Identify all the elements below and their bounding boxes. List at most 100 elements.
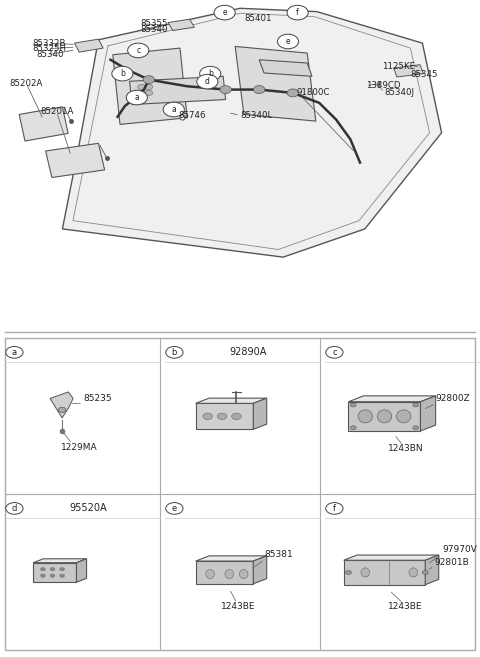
- Circle shape: [60, 568, 64, 571]
- Circle shape: [6, 503, 23, 514]
- Polygon shape: [420, 396, 435, 431]
- Circle shape: [58, 407, 66, 413]
- Circle shape: [413, 426, 419, 430]
- Polygon shape: [348, 401, 420, 431]
- Circle shape: [232, 413, 241, 420]
- Ellipse shape: [409, 568, 418, 577]
- Circle shape: [287, 5, 308, 20]
- Text: c: c: [136, 46, 140, 55]
- Text: 1243BE: 1243BE: [221, 602, 256, 611]
- Circle shape: [166, 503, 183, 514]
- Circle shape: [197, 74, 218, 89]
- Text: 97970V: 97970V: [442, 545, 477, 554]
- Circle shape: [40, 568, 45, 571]
- Circle shape: [326, 503, 343, 514]
- Text: e: e: [286, 37, 290, 46]
- Circle shape: [217, 413, 227, 420]
- Circle shape: [253, 85, 265, 93]
- Text: a: a: [12, 348, 17, 357]
- Text: 85401: 85401: [245, 14, 272, 23]
- Polygon shape: [196, 556, 267, 561]
- Circle shape: [145, 84, 153, 89]
- Ellipse shape: [225, 570, 234, 579]
- Circle shape: [326, 346, 343, 358]
- Polygon shape: [62, 9, 442, 257]
- Text: 85746: 85746: [179, 110, 206, 120]
- Polygon shape: [50, 392, 73, 418]
- Text: 1339CD: 1339CD: [366, 81, 400, 90]
- Polygon shape: [74, 39, 103, 52]
- Circle shape: [413, 403, 419, 407]
- Text: 95520A: 95520A: [69, 503, 107, 513]
- Polygon shape: [19, 107, 68, 141]
- Circle shape: [163, 102, 184, 117]
- Text: 85340: 85340: [36, 50, 63, 59]
- Text: b: b: [120, 69, 125, 78]
- Text: 1229MA: 1229MA: [61, 443, 98, 452]
- Circle shape: [200, 66, 221, 81]
- Text: d: d: [205, 77, 210, 86]
- Circle shape: [60, 574, 64, 578]
- Text: f: f: [296, 8, 299, 17]
- Ellipse shape: [361, 568, 370, 577]
- Circle shape: [128, 43, 149, 58]
- Text: 85340L: 85340L: [240, 110, 272, 120]
- Circle shape: [346, 570, 351, 574]
- Circle shape: [277, 34, 299, 49]
- Circle shape: [422, 570, 428, 574]
- Circle shape: [166, 346, 183, 358]
- Polygon shape: [235, 47, 316, 121]
- Polygon shape: [76, 559, 86, 582]
- Polygon shape: [113, 48, 187, 124]
- Text: 85332B: 85332B: [33, 39, 66, 47]
- Text: 85235: 85235: [83, 394, 112, 403]
- Circle shape: [203, 413, 213, 420]
- Text: 1243BN: 1243BN: [387, 444, 423, 453]
- Circle shape: [214, 5, 235, 20]
- Text: 92890A: 92890A: [229, 348, 266, 357]
- Circle shape: [6, 346, 23, 358]
- Ellipse shape: [240, 570, 248, 579]
- Ellipse shape: [396, 410, 411, 423]
- Polygon shape: [196, 403, 253, 430]
- Text: b: b: [172, 348, 177, 357]
- Text: f: f: [333, 504, 336, 513]
- Polygon shape: [253, 556, 267, 584]
- Text: 1125KE: 1125KE: [382, 62, 415, 71]
- Polygon shape: [394, 64, 423, 77]
- Text: 92801B: 92801B: [434, 558, 469, 567]
- Polygon shape: [196, 398, 267, 403]
- Text: 85201A: 85201A: [41, 107, 74, 116]
- Ellipse shape: [358, 410, 372, 423]
- Circle shape: [287, 89, 299, 97]
- Text: 85325H: 85325H: [33, 44, 67, 53]
- Polygon shape: [348, 396, 435, 401]
- Text: 85340: 85340: [140, 26, 168, 34]
- Polygon shape: [425, 555, 439, 585]
- Text: 92800Z: 92800Z: [436, 394, 470, 403]
- Circle shape: [138, 84, 145, 89]
- Text: b: b: [208, 69, 213, 78]
- Polygon shape: [168, 19, 194, 30]
- Text: 91800C: 91800C: [297, 88, 330, 97]
- Polygon shape: [253, 398, 267, 430]
- Ellipse shape: [206, 570, 215, 579]
- Text: 85202A: 85202A: [10, 79, 43, 88]
- Text: a: a: [134, 93, 139, 102]
- Text: 85381: 85381: [265, 550, 294, 559]
- Text: d: d: [12, 504, 17, 513]
- Circle shape: [40, 574, 45, 578]
- Polygon shape: [196, 561, 253, 584]
- Text: 85340J: 85340J: [384, 88, 414, 97]
- Polygon shape: [130, 76, 226, 104]
- Circle shape: [143, 76, 155, 83]
- Polygon shape: [344, 560, 425, 585]
- Circle shape: [112, 66, 133, 81]
- Text: c: c: [332, 348, 336, 357]
- Circle shape: [220, 85, 231, 93]
- Polygon shape: [33, 559, 86, 562]
- Polygon shape: [344, 555, 439, 560]
- Circle shape: [50, 568, 55, 571]
- Polygon shape: [46, 143, 105, 177]
- Text: e: e: [222, 8, 227, 17]
